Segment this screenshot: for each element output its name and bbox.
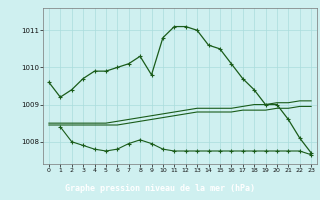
Text: Graphe pression niveau de la mer (hPa): Graphe pression niveau de la mer (hPa) bbox=[65, 184, 255, 193]
